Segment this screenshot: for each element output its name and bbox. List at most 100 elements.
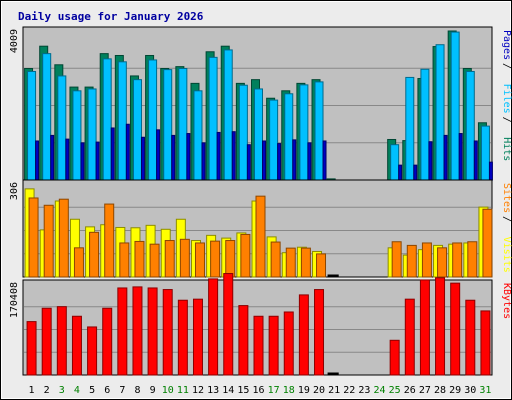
files-bar [117, 61, 127, 181]
x-tick-label: 6 [104, 385, 110, 396]
files-bar [284, 93, 294, 181]
files-bar [299, 84, 309, 181]
chart-title: Daily usage for January 2026 [18, 10, 204, 23]
legend-separator: / [501, 117, 512, 123]
sites-bar [452, 242, 463, 278]
pages-bar [413, 164, 418, 181]
files-bar [163, 69, 173, 181]
panel-legend: KBytes [501, 283, 512, 319]
kbytes-bar [177, 299, 188, 376]
pages-bar [322, 140, 327, 181]
x-tick-label: 22 [343, 385, 355, 396]
sites-bar [89, 231, 100, 278]
pages-bar [65, 138, 70, 181]
files-bar [57, 75, 67, 181]
files-bar [27, 70, 37, 181]
x-tick-label: 10 [162, 385, 174, 396]
x-tick-label: 12 [192, 385, 204, 396]
x-tick-label: 14 [222, 385, 234, 396]
kbytes-bar [117, 287, 128, 376]
files-bar [42, 53, 52, 181]
sites-bar [58, 198, 69, 278]
panel-max-label: 306 [9, 182, 20, 200]
pages-bar [201, 142, 206, 181]
panel-max-label: 4009 [9, 29, 20, 53]
kbytes-bar [26, 321, 37, 376]
x-tick-label: 5 [89, 385, 95, 396]
sites-bar [179, 238, 190, 278]
sites-bar [119, 242, 130, 278]
kbytes-bar [71, 315, 82, 376]
x-tick-label: 3 [59, 385, 65, 396]
kbytes-bar [480, 310, 491, 376]
legend-kbytes: KBytes [501, 283, 512, 319]
files-bar [450, 31, 460, 181]
files-bar [132, 79, 142, 181]
pages-bar [216, 131, 221, 181]
sites-bar [134, 240, 145, 278]
pages-bar [277, 143, 282, 181]
pages-bar [488, 161, 493, 181]
pages-bar [443, 134, 448, 181]
files-bar [390, 144, 400, 181]
sites-bar [391, 241, 402, 278]
files-bar [314, 81, 324, 181]
panel-legend: Sites / Visits [501, 183, 512, 273]
x-tick-label: 21 [328, 385, 340, 396]
x-tick-label: 18 [283, 385, 295, 396]
pages-bar [140, 136, 145, 181]
files-bar [420, 68, 430, 181]
sites-bar [43, 204, 54, 278]
x-tick-label: 13 [207, 385, 219, 396]
files-bar [238, 84, 248, 181]
x-tick-label: 20 [313, 385, 325, 396]
pages-bar [95, 141, 100, 181]
pages-bar [156, 129, 161, 181]
pages-bar [110, 127, 115, 181]
x-tick-label: 24 [374, 385, 386, 396]
sites-bar [149, 243, 160, 278]
files-bar [223, 49, 233, 181]
sites-bar [225, 240, 236, 278]
sites-bar [467, 241, 478, 278]
kbytes-bar [208, 278, 219, 376]
sites-bar [104, 203, 115, 278]
kbytes-bar [41, 307, 52, 376]
panel-1: 4009 Pages / Files / Hits [9, 26, 512, 181]
sites-bar [270, 241, 281, 278]
kbytes-bar [314, 289, 325, 376]
sites-bar [240, 233, 251, 278]
sites-bar [255, 195, 266, 278]
x-tick-label: 27 [419, 385, 431, 396]
legend-sites: Sites [501, 183, 512, 213]
files-bar [465, 70, 475, 181]
kbytes-bar [147, 287, 158, 376]
kbytes-bar [223, 273, 234, 376]
x-tick-label: 9 [150, 385, 156, 396]
x-tick-label: 23 [358, 385, 370, 396]
pages-bar [458, 133, 463, 181]
x-tick-label: 30 [464, 385, 476, 396]
pages-bar [186, 133, 191, 181]
files-bar [102, 58, 112, 181]
sites-bar [406, 244, 417, 278]
kbytes-bar [102, 307, 113, 376]
legend-files: Files [501, 84, 512, 114]
kbytes-bar [389, 339, 400, 376]
pages-bar [35, 140, 40, 181]
x-tick-label: 11 [177, 385, 189, 396]
files-bar [435, 44, 445, 181]
x-tick-label: 26 [404, 385, 416, 396]
kbytes-bar [283, 311, 294, 376]
files-bar [254, 88, 263, 181]
files-bar [480, 125, 490, 181]
x-tick-label: 4 [74, 385, 80, 396]
sites-bar [300, 247, 311, 278]
x-tick-label: 15 [237, 385, 249, 396]
pages-bar [398, 164, 403, 181]
x-tick-label: 16 [252, 385, 264, 396]
kbytes-bar [419, 279, 430, 376]
kbytes-bar [162, 289, 173, 376]
